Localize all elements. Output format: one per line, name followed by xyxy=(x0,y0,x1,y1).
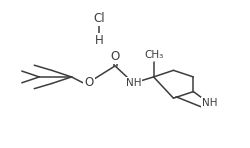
Text: NH: NH xyxy=(202,98,217,108)
Text: NH: NH xyxy=(126,78,142,88)
Text: O: O xyxy=(84,76,94,89)
Text: CH₃: CH₃ xyxy=(144,50,163,60)
Text: H: H xyxy=(94,34,103,47)
Text: Cl: Cl xyxy=(93,12,105,25)
Text: O: O xyxy=(110,50,120,63)
